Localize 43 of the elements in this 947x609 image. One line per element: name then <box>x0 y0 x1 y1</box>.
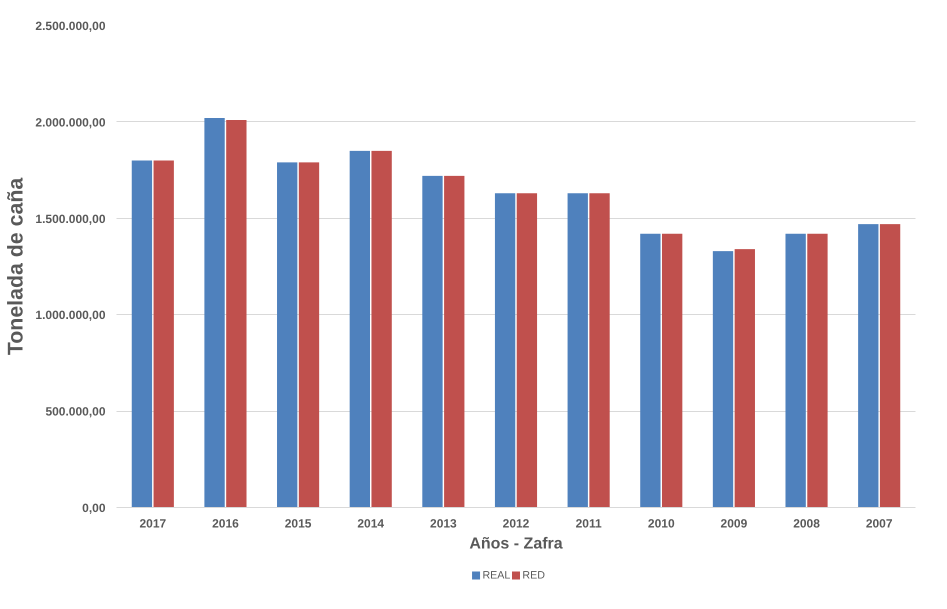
bar <box>494 193 516 508</box>
bar <box>298 162 320 508</box>
legend-label: RED <box>522 570 546 582</box>
bar <box>422 176 443 508</box>
x-tick-label: 2017 <box>139 516 166 530</box>
bar <box>350 150 370 508</box>
bar <box>204 118 225 508</box>
bar <box>880 224 900 508</box>
x-tick-label: 2008 <box>793 516 820 530</box>
bar <box>640 234 661 508</box>
y-tick-label: 0,00 <box>82 501 106 515</box>
bar <box>712 251 734 508</box>
bar <box>516 193 538 508</box>
x-tick-label: 2016 <box>212 516 240 530</box>
bar <box>371 150 392 508</box>
x-tick-label: 2013 <box>430 516 458 530</box>
bar <box>154 160 174 508</box>
bar <box>662 234 682 508</box>
x-tick-label: 2015 <box>284 516 312 530</box>
bar <box>444 176 464 508</box>
legend-label: REAL <box>482 570 510 582</box>
bar <box>734 249 755 508</box>
y-tick-label: 1.000.000,00 <box>35 308 106 322</box>
x-tick-label: 2010 <box>648 516 675 530</box>
bar <box>277 162 298 508</box>
x-tick-label: 2011 <box>576 516 602 530</box>
bar <box>226 120 247 508</box>
bar <box>785 234 806 508</box>
x-tick-label: 2009 <box>720 516 748 530</box>
x-axis-title: Años - Zafra <box>469 536 563 552</box>
y-tick-label: 500.000,00 <box>45 404 106 419</box>
y-axis-title: Tonelada de caña <box>3 178 28 356</box>
bar <box>858 224 878 508</box>
y-tick-label: 2.000.000,00 <box>35 115 106 130</box>
y-tick-label: 1.500.000,00 <box>35 212 106 226</box>
x-tick-label: 2012 <box>502 516 530 530</box>
bar <box>589 193 610 508</box>
bar <box>568 193 588 508</box>
bar <box>132 160 152 508</box>
x-tick-label: 2014 <box>357 516 384 530</box>
bar <box>807 234 828 508</box>
x-tick-label: 2007 <box>866 516 893 530</box>
y-tick-label: 2.500.000,00 <box>35 19 106 33</box>
